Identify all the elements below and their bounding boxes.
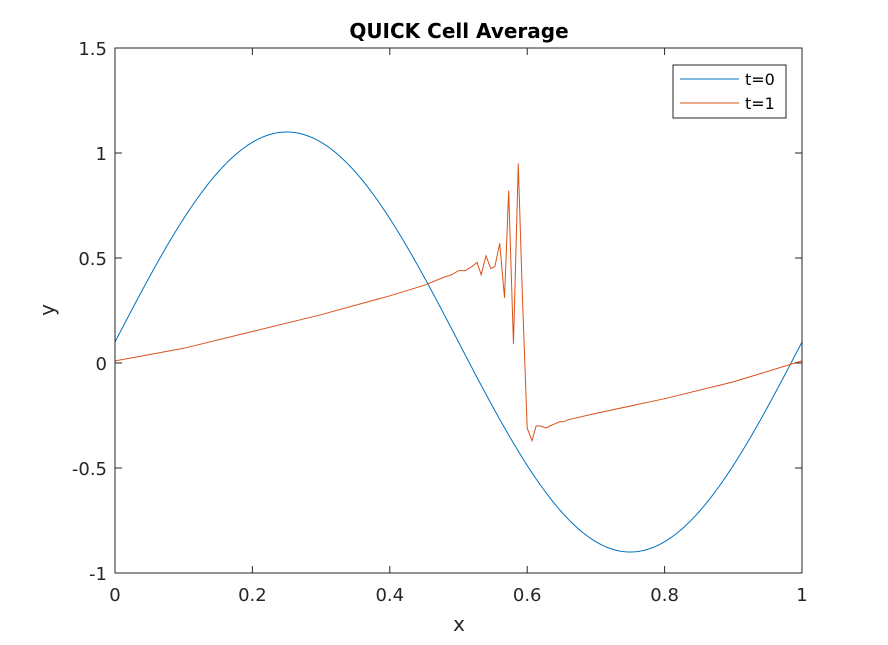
y-axis-ticks: -1 -0.5 0 0.5 1 1.5 xyxy=(72,39,802,585)
y-tick-label: 0.5 xyxy=(78,249,107,270)
legend-label-t1: t=1 xyxy=(745,94,775,113)
x-tick-label: 0.2 xyxy=(238,585,267,606)
x-tick-label: 0.8 xyxy=(650,585,679,606)
x-tick-label: 0 xyxy=(109,585,120,606)
legend: t=0 t=1 xyxy=(672,64,787,119)
x-tick-label: 0.6 xyxy=(513,585,542,606)
x-axis-label: x xyxy=(453,612,465,636)
y-tick-label: 0 xyxy=(96,354,107,375)
series-line-t0 xyxy=(114,131,803,553)
x-tick-label: 1 xyxy=(796,585,807,606)
axes-box xyxy=(114,47,803,574)
series-layer xyxy=(114,131,803,553)
y-tick-label: 1.5 xyxy=(78,39,107,60)
chart-title: QUICK Cell Average xyxy=(349,19,568,43)
y-tick-label: -1 xyxy=(89,564,107,585)
x-tick-label: 0.4 xyxy=(375,585,404,606)
y-tick-label: 1 xyxy=(96,144,107,165)
legend-label-t0: t=0 xyxy=(745,70,775,89)
y-tick-label: -0.5 xyxy=(72,459,107,480)
plot-area xyxy=(115,48,802,573)
x-axis-ticks: 0 0.2 0.4 0.6 0.8 1 xyxy=(109,48,808,606)
legend-box xyxy=(672,64,787,119)
series-line-t1 xyxy=(114,163,803,443)
y-axis-label: y xyxy=(35,304,59,316)
